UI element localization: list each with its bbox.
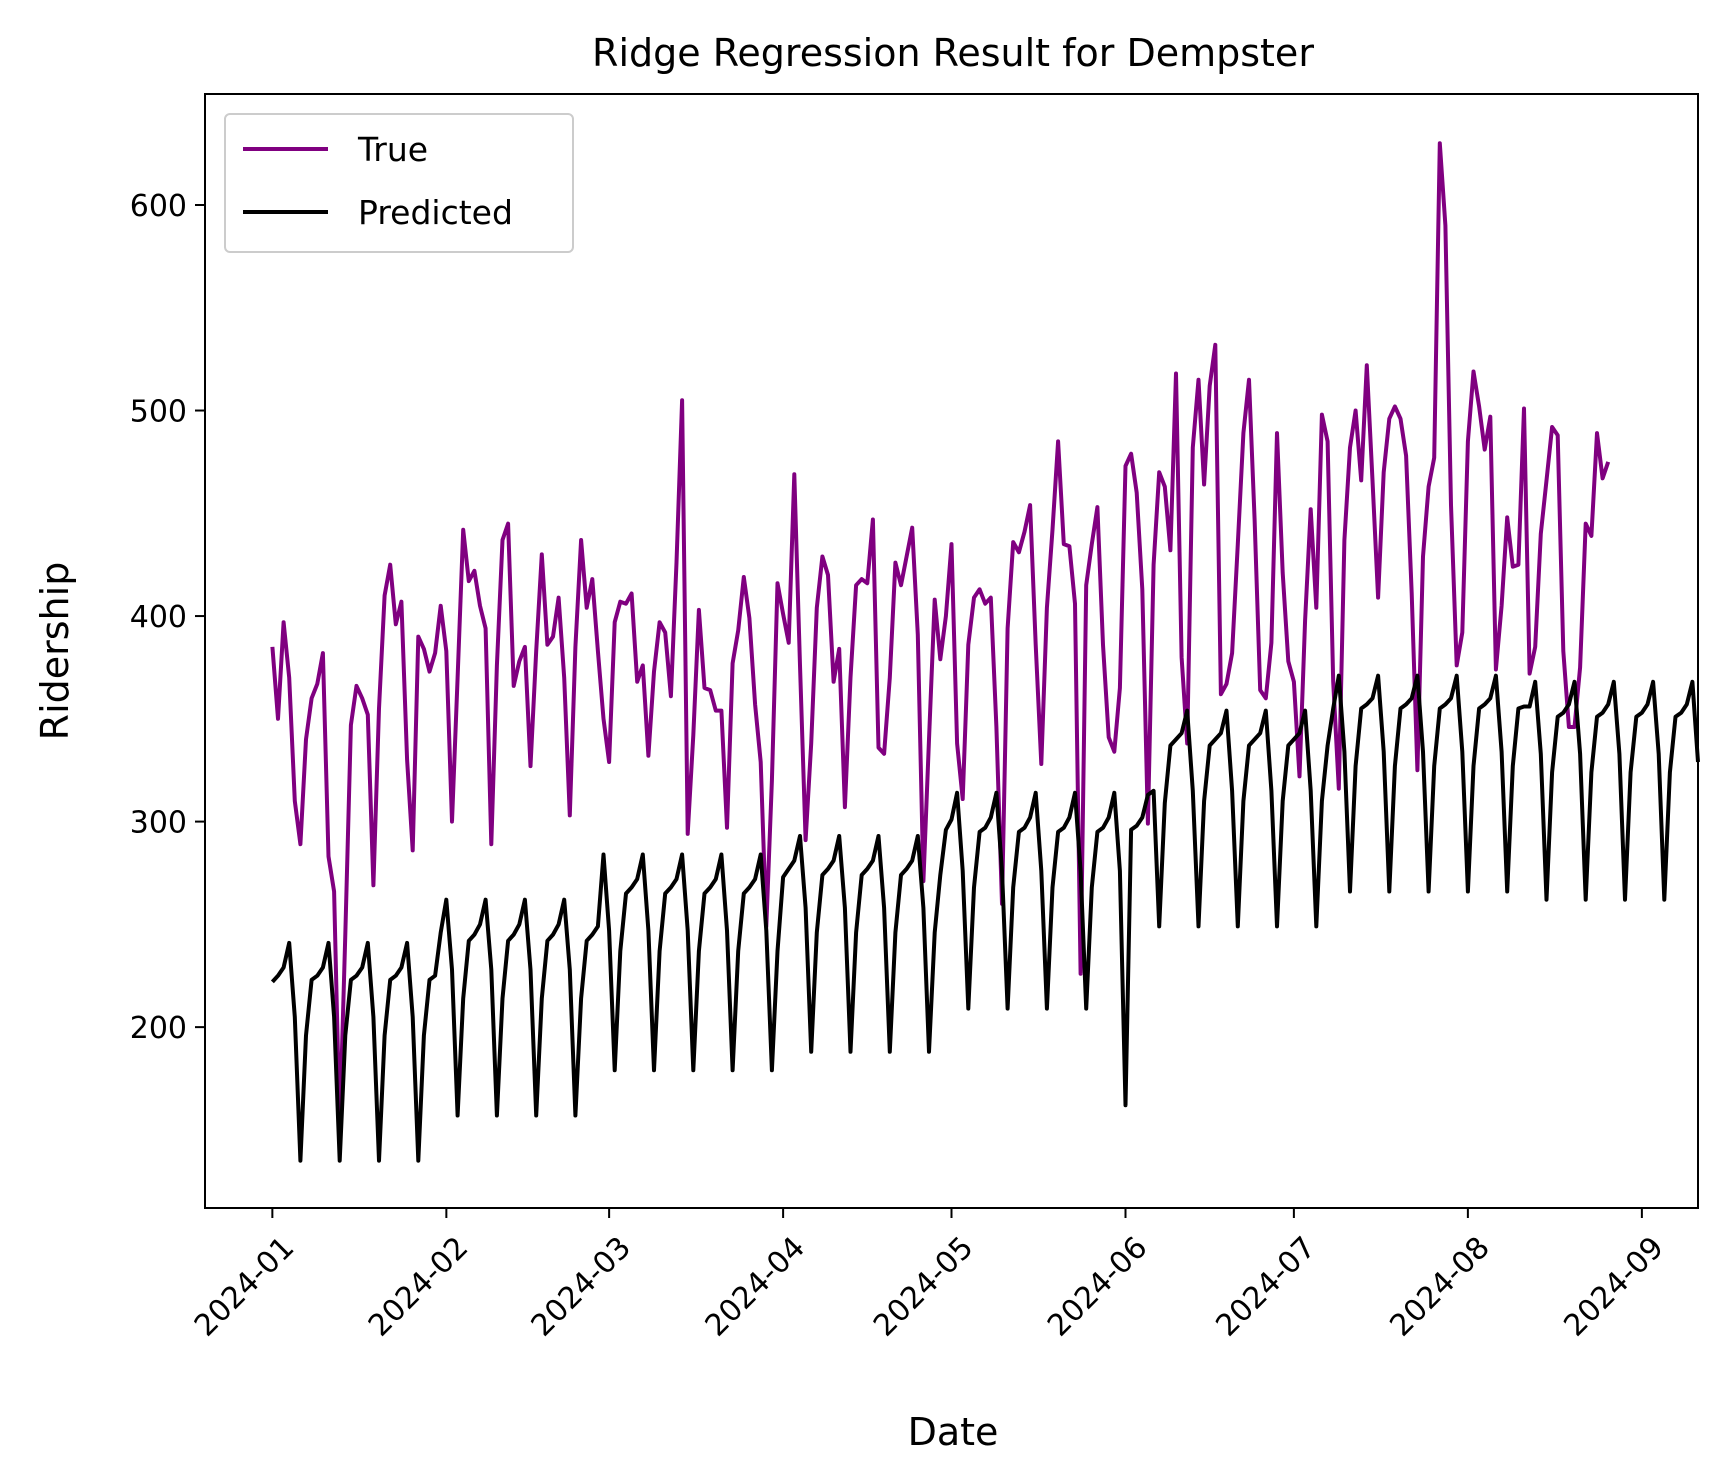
legend-label-predicted: Predicted — [358, 193, 513, 232]
y-tick-label: 200 — [130, 1011, 187, 1046]
y-tick-label: 500 — [130, 395, 187, 430]
legend-label-true: True — [357, 130, 428, 169]
x-axis-label: Date — [908, 1410, 999, 1454]
y-axis-label: Ridership — [33, 562, 77, 741]
y-tick-label: 600 — [130, 189, 187, 224]
series-layer — [270, 141, 1700, 1163]
chart-title: Ridge Regression Result for Dempster — [592, 31, 1314, 75]
y-axis-ticks: 200 300 400 500 600 — [130, 189, 205, 1046]
legend: True Predicted — [224, 113, 574, 253]
series-line-true — [270, 141, 1611, 1132]
y-tick-label: 300 — [130, 806, 187, 841]
y-tick-label: 400 — [130, 600, 187, 635]
series-line-predicted — [270, 673, 1700, 1163]
